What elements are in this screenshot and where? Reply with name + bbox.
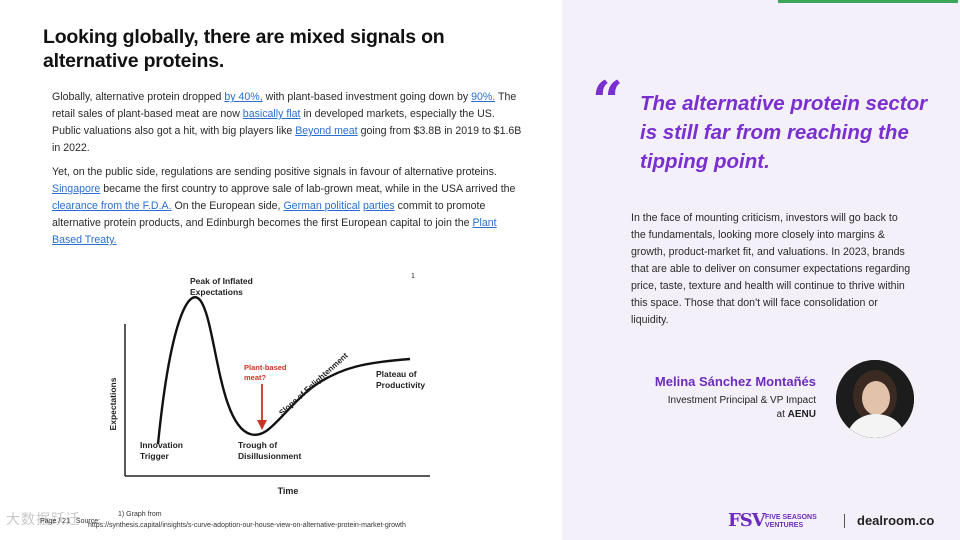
caption-line-2: https://synthesis.capital/insights/s-cur… — [88, 522, 406, 529]
plant-based-label-2: meat? — [244, 373, 267, 382]
link-parties[interactable]: parties — [362, 200, 395, 212]
text-segment: On the European side, — [171, 200, 284, 212]
role-prefix: at — [776, 409, 788, 420]
link-german-political[interactable]: German political — [283, 200, 360, 212]
watermark: 大数据跃迁 — [6, 511, 81, 527]
text-segment: commit to promote alternative protein pr… — [52, 200, 486, 229]
hype-curve — [156, 296, 411, 445]
peak-label-2: Expectations — [190, 287, 243, 297]
text-segment: The retail sales of plant-based meat are… — [52, 91, 517, 120]
logo-divider — [844, 514, 845, 528]
trough-label-2: Disillusionment — [238, 451, 301, 461]
main-panel — [0, 0, 562, 540]
text-segment: Globally, alternative protein dropped — [52, 91, 225, 103]
trigger-label: Innovation — [140, 440, 183, 450]
text-segment: Yet, on the public side, regulations are… — [52, 166, 497, 178]
link-basically-flat[interactable]: basically flat — [242, 108, 301, 120]
caption-line-1: 1) Graph from — [118, 511, 162, 518]
avatar — [836, 360, 914, 438]
top-accent-bar — [778, 0, 958, 3]
page-number: Page / 21 — [40, 518, 70, 525]
paragraph-regulation: Yet, on the public side, regulations are… — [52, 164, 522, 249]
link-by-40[interactable]: by 40%, — [224, 91, 263, 103]
source-label: Source: — [75, 518, 101, 525]
link-90[interactable]: 90%. — [471, 91, 496, 103]
y-axis-label: Expectations — [108, 377, 118, 430]
company-name: AENU — [787, 409, 816, 420]
plateau-label-2: Productivity — [376, 380, 425, 390]
quote-mark-icon: “ — [592, 69, 624, 133]
plant-based-arrowhead — [257, 420, 267, 430]
text-segment: became the first country to approve sale… — [100, 183, 516, 195]
quote-panel — [562, 0, 960, 540]
trough-label: Trough of — [238, 440, 277, 450]
quote-body: In the face of mounting criticism, inves… — [631, 212, 911, 326]
hype-cycle-diagram: Peak of Inflated Expectations Plant-base… — [108, 273, 430, 496]
fsv-line-1: FIVE SEASONS — [765, 514, 817, 521]
footnote-marker: 1 — [411, 273, 415, 280]
link-beyond-meat[interactable]: Beyond meat — [295, 125, 358, 137]
x-axis-label: Time — [278, 486, 299, 496]
fsv-logo-text: FIVE SEASONS VENTURES — [765, 514, 817, 530]
person-role-line-2: at AENU — [600, 408, 816, 422]
link-plant-based-treaty[interactable]: Plant Based Treaty. — [52, 217, 497, 246]
page-footer: Page / 21 Source: — [40, 518, 100, 525]
dealroom-logo: dealroom.co — [857, 513, 935, 528]
person-role: Investment Principal & VP Impact at AENU — [600, 394, 816, 422]
person-name: Melina Sánchez Montañés — [654, 374, 816, 389]
link-fda-clearance[interactable]: clearance from the F.D.A. — [52, 200, 172, 212]
fsv-line-2: VENTURES — [765, 522, 804, 529]
trigger-label-2: Trigger — [140, 451, 170, 461]
plant-based-label: Plant-based — [244, 363, 287, 372]
avatar-portrait-icon — [836, 360, 914, 438]
pull-quote: The alternative protein sector is still … — [640, 92, 928, 173]
peak-label: Peak of Inflated — [190, 276, 253, 286]
slope-label: Slope of Enlightenment — [277, 351, 350, 418]
source-caption: 1) Graph from https://synthesis.capital/… — [88, 509, 406, 531]
plateau-label: Plateau of — [376, 369, 417, 379]
link-singapore[interactable]: Singapore — [52, 183, 101, 195]
paragraph-market: Globally, alternative protein dropped by… — [52, 89, 522, 157]
text-segment: in developed markets, especially the US.… — [52, 108, 495, 137]
person-role-line-1: Investment Principal & VP Impact — [667, 395, 816, 406]
text-segment: with plant-based investment going down b… — [262, 91, 472, 103]
text-segment: going from $3.8B in 2019 to $1.6B in 202… — [52, 125, 522, 154]
page-title: Looking globally, there are mixed signal… — [43, 26, 445, 72]
fsv-logo-mark: FSV — [728, 510, 766, 531]
